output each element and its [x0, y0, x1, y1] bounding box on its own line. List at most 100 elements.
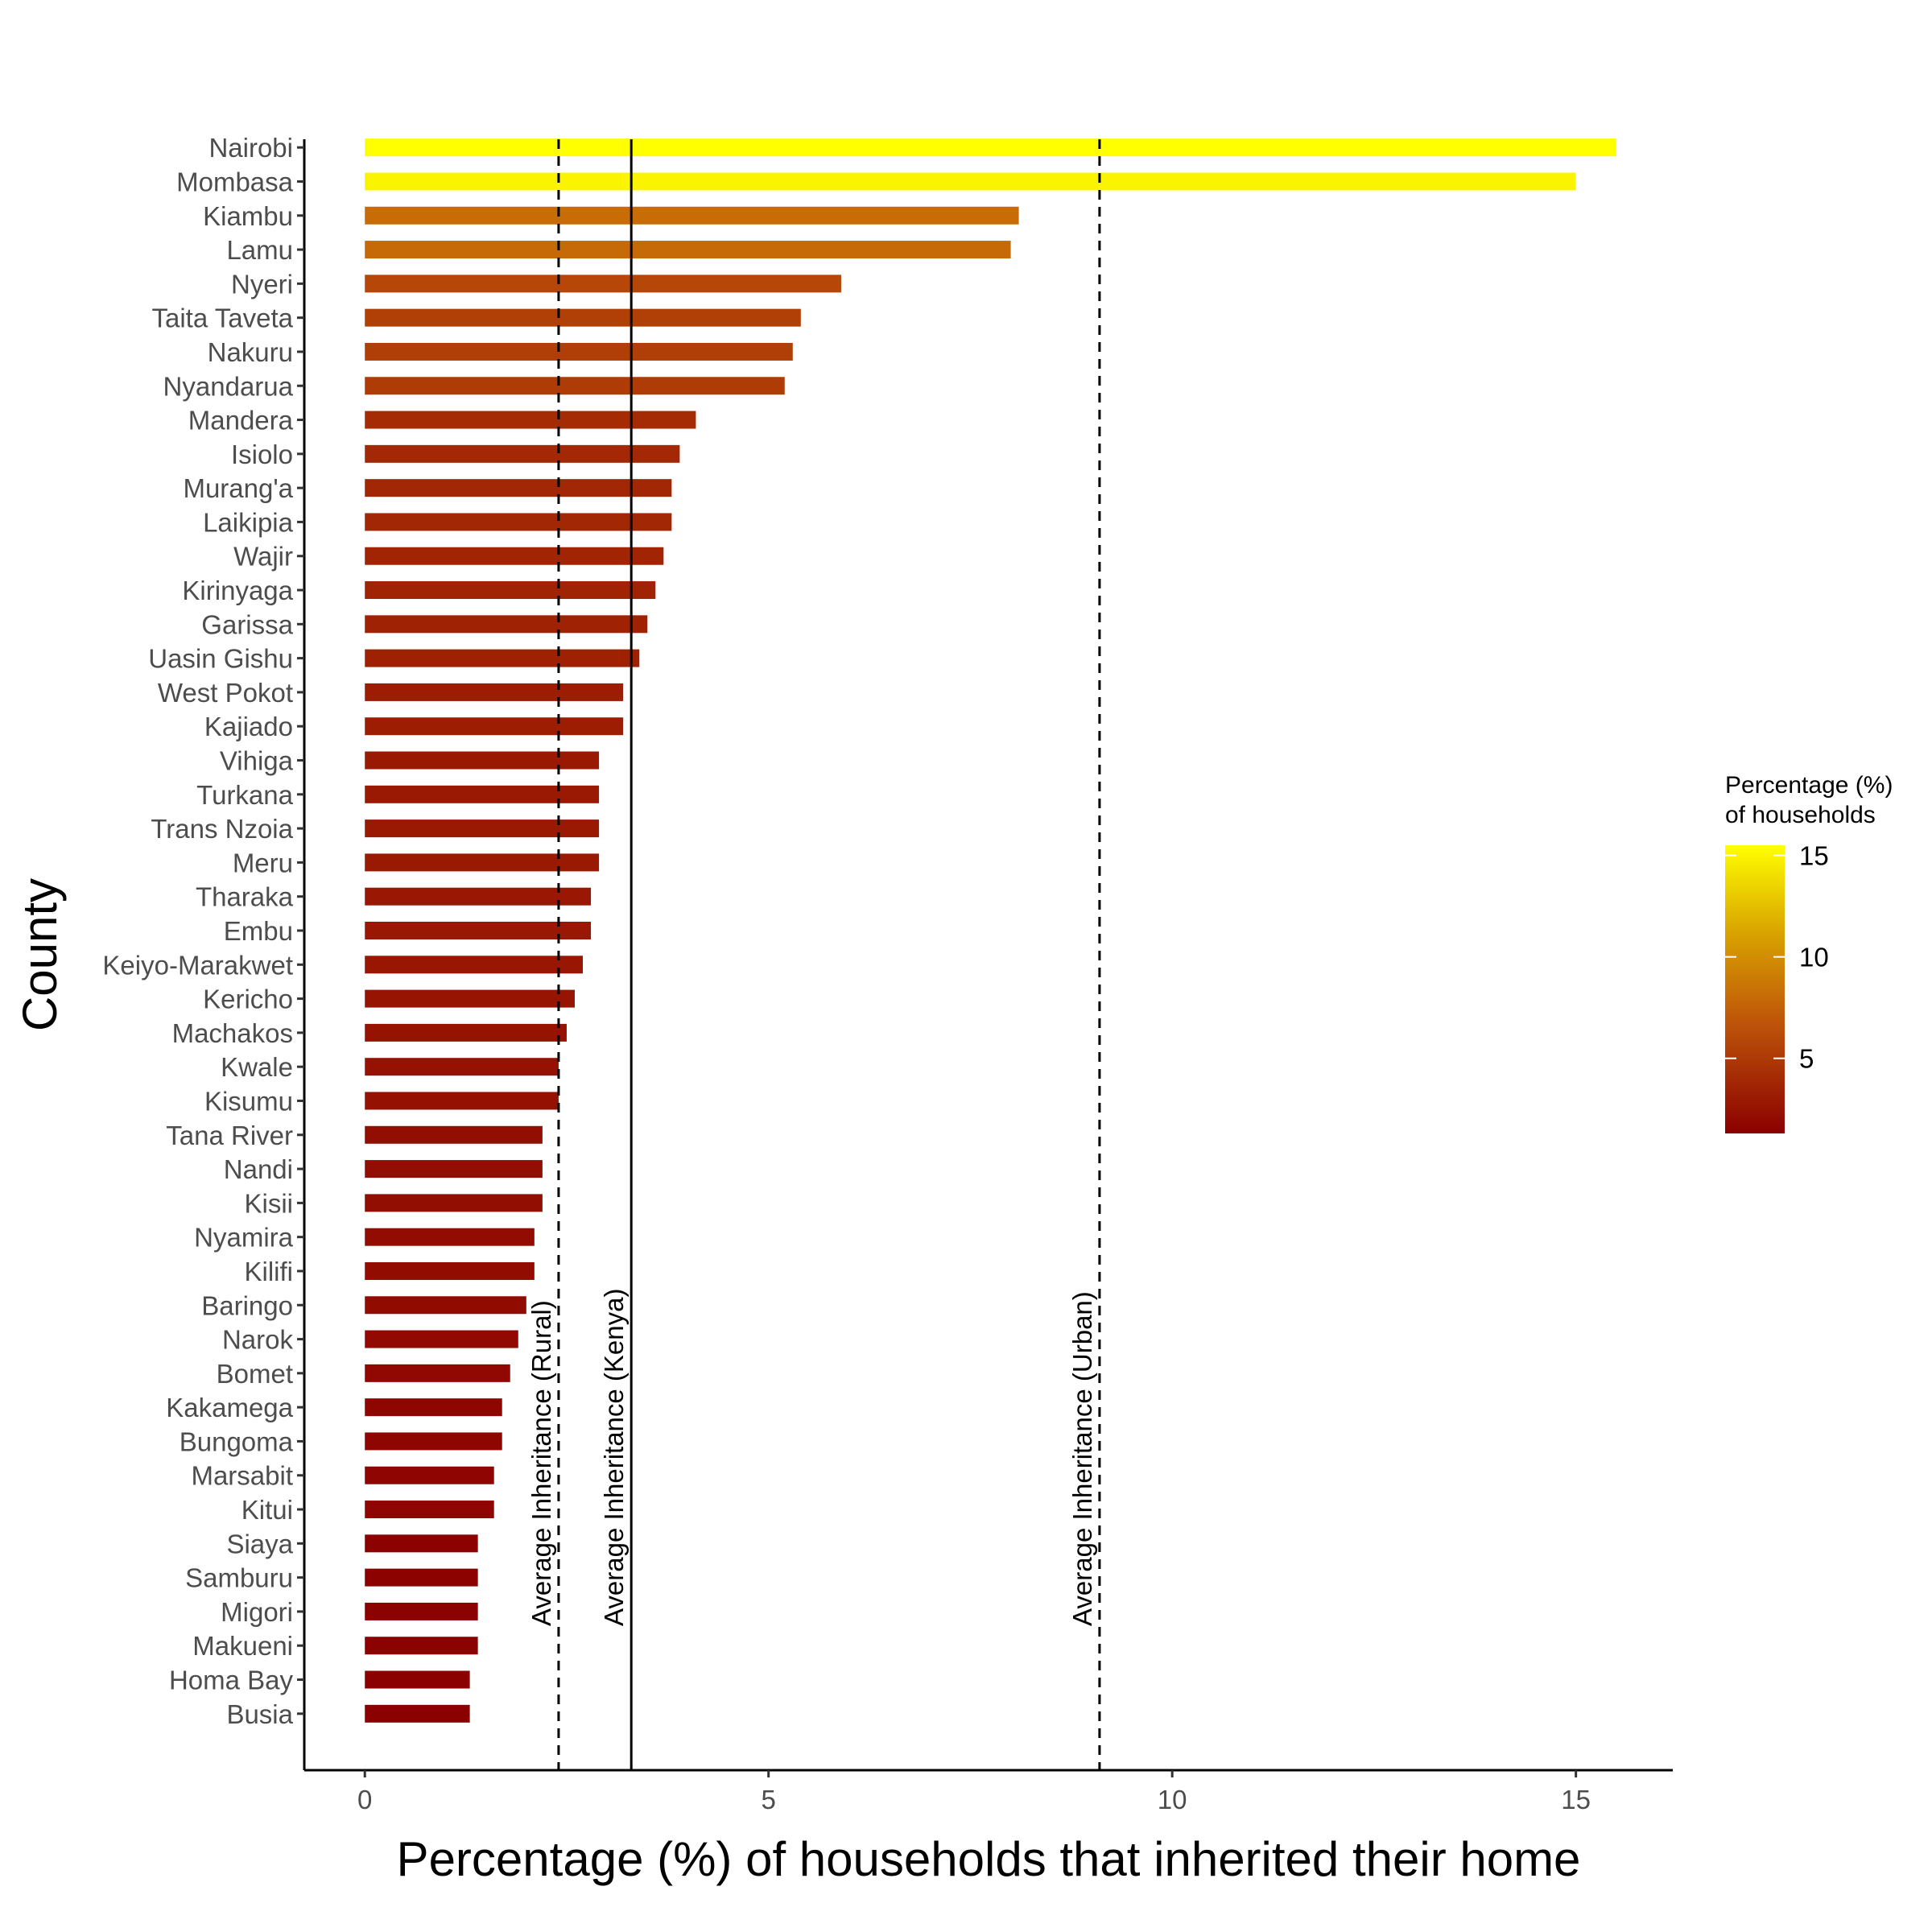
bar-kirinyaga: [365, 581, 656, 600]
y-tick-label: Bungoma: [180, 1426, 294, 1456]
bar-isiolo: [365, 444, 680, 463]
bar-uasin-gishu: [365, 649, 640, 667]
y-tick-label: Mandera: [188, 406, 294, 436]
bar-turkana: [365, 785, 600, 803]
y-tick-label: Kitui: [242, 1495, 293, 1525]
bar-tharaka: [365, 887, 592, 906]
y-tick-label: Tharaka: [196, 882, 294, 912]
bar-bomet: [365, 1364, 510, 1382]
y-tick-label: Garissa: [201, 609, 293, 639]
bar-wajir: [365, 547, 664, 565]
bar-kajiado: [365, 717, 624, 736]
y-tick-label: Laikipia: [203, 507, 294, 537]
legend-color-bar: [1725, 845, 1785, 1133]
bar-murang-a: [365, 479, 672, 497]
legend-ticks: 5 10 15: [1725, 841, 1829, 1074]
x-axis-title: Percentage (%) of households that inheri…: [397, 1832, 1581, 1886]
bar-west-pokot: [365, 683, 624, 701]
bar-trans-nzoia: [365, 819, 600, 838]
y-tick-label: Uasin Gishu: [148, 644, 293, 674]
y-tick-label: Nakuru: [208, 337, 293, 367]
y-tick-label: Kisii: [244, 1188, 293, 1218]
bar-nandi: [365, 1160, 543, 1179]
x-tick-label: 10: [1158, 1785, 1187, 1814]
legend-tick-label: 10: [1799, 943, 1829, 972]
bar-bungoma: [365, 1432, 502, 1451]
y-tick-label: Baringo: [201, 1290, 293, 1320]
y-tick-label: Trans Nzoia: [151, 814, 293, 844]
y-tick-label: Nandi: [224, 1154, 293, 1184]
y-tick-label: Kericho: [203, 985, 293, 1014]
y-tick-label: Nyeri: [231, 269, 293, 299]
y-tick-label: Kajiado: [204, 712, 293, 741]
bar-kwale: [365, 1058, 559, 1076]
y-tick-label: Makueni: [192, 1631, 293, 1661]
bar-kiambu: [365, 206, 1019, 225]
legend-tick-label: 15: [1799, 841, 1829, 871]
bar-siaya: [365, 1534, 478, 1553]
bar-kakamega: [365, 1398, 502, 1417]
bar-kisumu: [365, 1092, 559, 1110]
y-tick-label: Meru: [233, 848, 293, 877]
y-tick-label: Embu: [224, 916, 293, 946]
y-tick-label: Nyandarua: [163, 371, 294, 401]
reference-labels-group: Average Inheritance (Rural) Average Inher…: [526, 1289, 1097, 1626]
y-axis-title: County: [13, 878, 67, 1031]
y-axis-ticks: Nairobi Mombasa Kiambu Lamu Nyeri Taita Tavet…: [102, 133, 304, 1729]
x-axis-ticks: 0 5 10 15: [357, 1770, 1591, 1814]
bar-meru: [365, 853, 600, 872]
color-legend: Percentage (%) of households 5 10 15: [1725, 772, 1893, 1133]
bar-baringo: [365, 1296, 526, 1315]
y-tick-label: Nairobi: [208, 133, 293, 163]
reference-line-label: Average Inheritance (Rural): [526, 1300, 556, 1626]
x-tick-label: 5: [762, 1785, 776, 1814]
bar-narok: [365, 1330, 518, 1348]
bar-mandera: [365, 411, 696, 429]
bar-kitui: [365, 1501, 494, 1519]
y-tick-label: Siaya: [226, 1529, 293, 1558]
y-tick-label: Isiolo: [231, 440, 293, 469]
bar-kilifi: [365, 1261, 535, 1280]
y-tick-label: Narok: [222, 1325, 294, 1355]
bar-nyandarua: [365, 377, 785, 395]
y-tick-label: Kakamega: [166, 1393, 293, 1422]
bar-nyeri: [365, 275, 841, 293]
bar-migori: [365, 1602, 478, 1620]
y-tick-label: Kisumu: [204, 1086, 293, 1116]
y-tick-label: Nyamira: [194, 1223, 293, 1253]
bar-garissa: [365, 615, 648, 634]
y-tick-label: Samburu: [185, 1563, 293, 1593]
y-tick-label: Taita Taveta: [151, 303, 293, 333]
reference-line-label: Average Inheritance (Urban): [1067, 1291, 1097, 1626]
bar-tana-river: [365, 1125, 543, 1144]
bar-vihiga: [365, 751, 600, 770]
bar-embu: [365, 922, 592, 939]
bar-nairobi: [365, 138, 1616, 157]
y-tick-label: Migori: [221, 1597, 293, 1627]
bar-kisii: [365, 1194, 543, 1212]
bar-kericho: [365, 989, 575, 1008]
x-tick-label: 0: [357, 1785, 372, 1814]
y-tick-label: Lamu: [226, 235, 293, 265]
bar-lamu: [365, 241, 1011, 259]
reference-lines-group: [557, 139, 1101, 1770]
y-tick-label: Kwale: [221, 1052, 293, 1082]
bars-group: [365, 138, 1616, 1723]
bar-mombasa: [365, 172, 1576, 191]
y-tick-label: Kilifi: [244, 1257, 293, 1286]
y-tick-label: Marsabit: [191, 1461, 293, 1491]
y-tick-label: Bomet: [217, 1359, 293, 1389]
bar-nyamira: [365, 1228, 535, 1246]
y-tick-label: Kirinyaga: [182, 576, 293, 605]
y-tick-label: Homa Bay: [169, 1666, 294, 1695]
bar-homa-bay: [365, 1670, 470, 1689]
y-tick-label: Wajir: [233, 542, 293, 572]
plot-area: Average Inheritance (Rural) Average Inher…: [102, 133, 1673, 1814]
legend-tick-label: 5: [1799, 1044, 1814, 1074]
legend-title-line-2: of households: [1725, 802, 1876, 828]
bar-makueni: [365, 1637, 478, 1655]
y-tick-label: Machakos: [172, 1018, 293, 1048]
bar-keiyo-marakwet: [365, 956, 584, 974]
reference-line-label: Average Inheritance (Kenya): [599, 1289, 629, 1626]
